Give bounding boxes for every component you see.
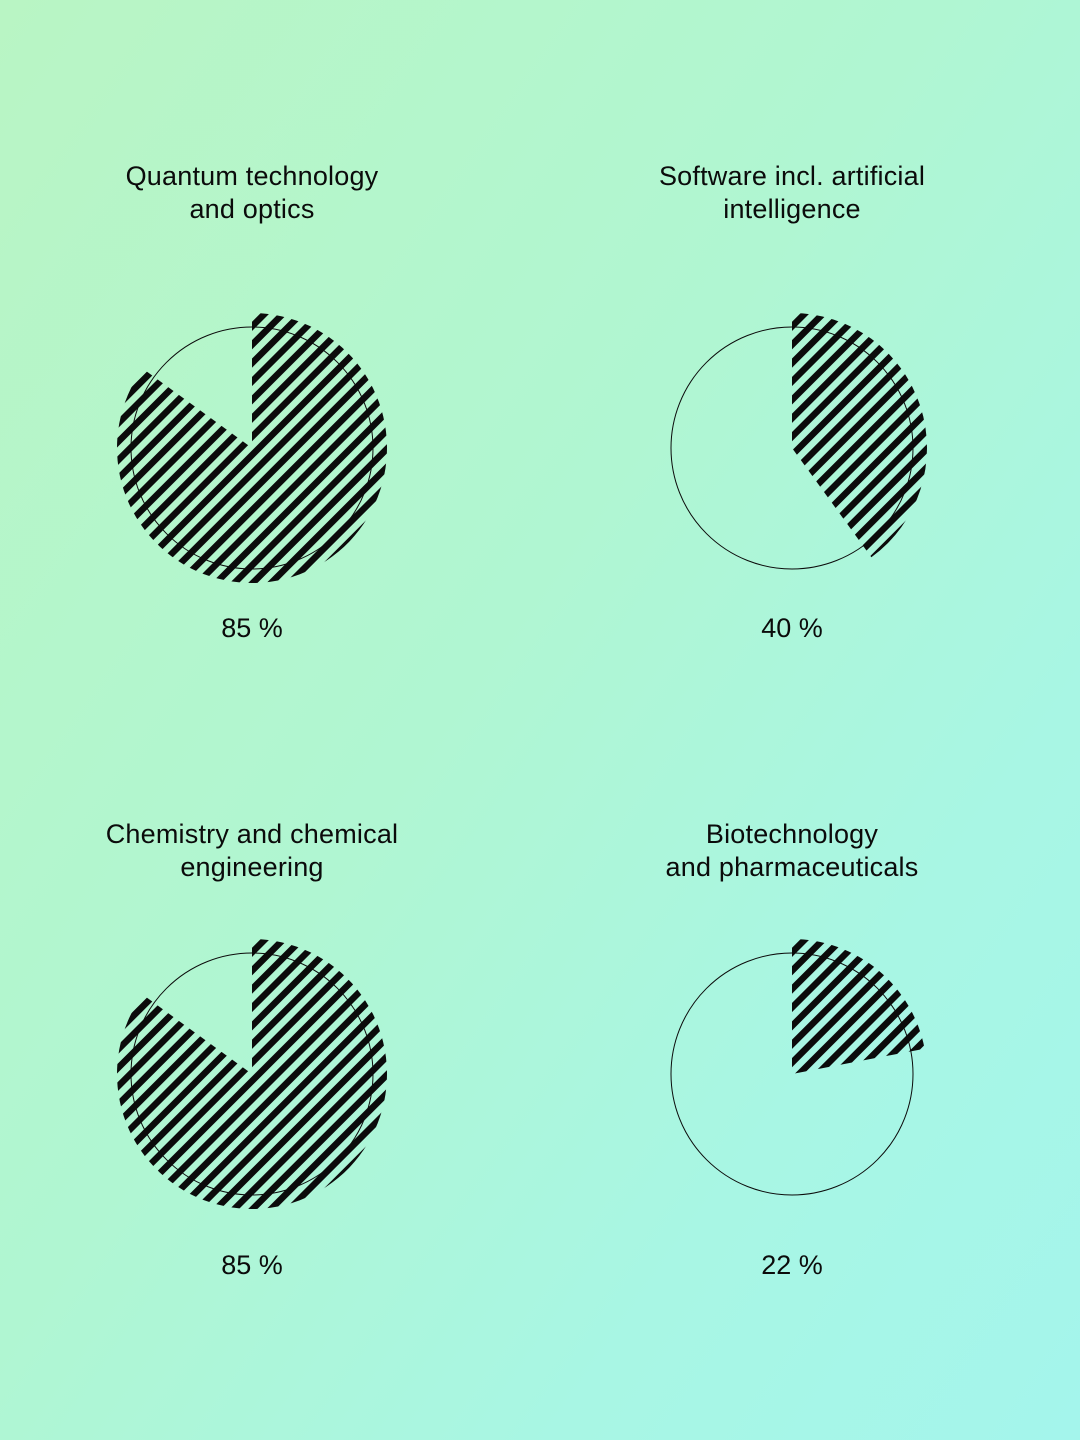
pie-slice [792, 939, 925, 1074]
pie-slice [792, 313, 928, 558]
chart-title: Software incl. artificial intelligence [658, 161, 926, 224]
percentage-label: 22 % [761, 1250, 823, 1280]
pie-chart [116, 939, 387, 1209]
pie-slice [116, 939, 387, 1209]
percentage-label: 85 % [221, 613, 283, 643]
percentage-label: 85 % [221, 1250, 283, 1280]
pie-chart [116, 313, 387, 583]
percentage-label: 40 % [761, 613, 823, 643]
pie-chart [670, 939, 925, 1196]
chart-title: Chemistry and chemical engineering [105, 819, 399, 882]
pie-panel: Software incl. artificial intelligence 40… [540, 0, 1080, 700]
pie-slice [116, 313, 387, 583]
pie-panel: Biotechnology and pharmaceuticals 22 % [540, 0, 1080, 1280]
pie-panel: Chemistry and chemical engineering 85 % [0, 0, 540, 1280]
chart-title: Biotechnology and pharmaceuticals [665, 819, 919, 882]
chart-title: Quantum technology and optics [125, 161, 379, 224]
pie-panel: Quantum technology and optics 85 % [0, 0, 540, 700]
pie-chart [670, 313, 928, 570]
